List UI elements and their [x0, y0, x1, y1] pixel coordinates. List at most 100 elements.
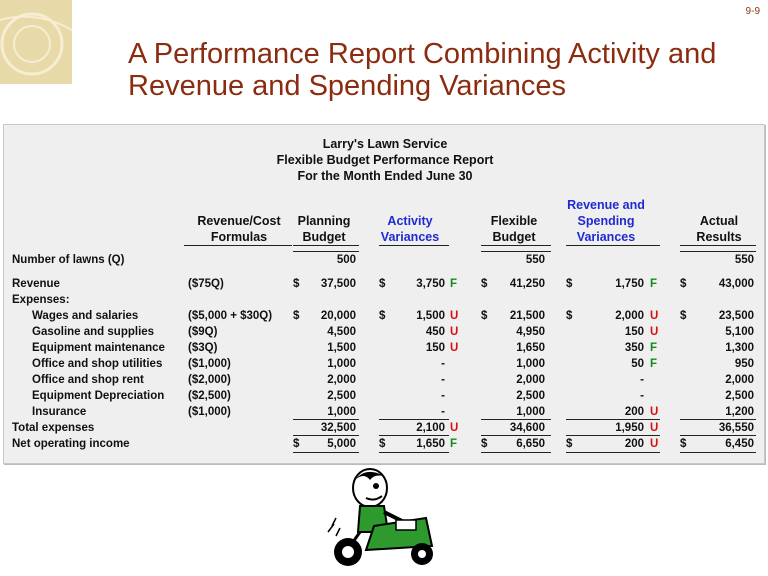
cell-actual: 1,200 — [725, 406, 754, 418]
row-formula: ($1,000) — [188, 358, 231, 370]
col-header-planning: Planning Budget — [289, 213, 359, 245]
cell-activity: - — [441, 358, 445, 370]
decorative-logo-icon — [0, 0, 72, 84]
cell-spending: 1,950 — [615, 422, 644, 434]
row-label: Expenses: — [12, 294, 70, 306]
rule-actual-double — [680, 452, 756, 453]
col-header-spending-line3: Variances — [576, 230, 636, 244]
report-name: Flexible Budget Performance Report — [276, 153, 494, 167]
rule-planning-double — [293, 452, 359, 453]
row-label: Number of lawns (Q) — [12, 254, 125, 266]
rule-spending-double — [566, 452, 660, 453]
rule-planning-top — [293, 251, 359, 252]
header-underline-formulas — [184, 245, 292, 246]
variance-flag-spending: U — [650, 326, 659, 338]
cell-spending: 1,750 — [615, 278, 644, 290]
rule-flexible-subtotal — [481, 419, 551, 420]
cell-spending: - — [640, 374, 644, 386]
cell-planning: 2,500 — [327, 390, 356, 402]
col-header-flexible-line1: Flexible — [490, 214, 538, 228]
variance-flag-spending: U — [650, 406, 659, 418]
dollar-sign-spending: $ — [566, 438, 573, 450]
dollar-sign-spending: $ — [566, 278, 573, 290]
row-formula: ($9Q) — [188, 326, 218, 338]
cell-flexible: 21,500 — [509, 310, 545, 322]
cell-planning: 1,000 — [327, 406, 356, 418]
row-label: Office and shop rent — [32, 374, 144, 386]
variance-flag-activity: U — [450, 310, 459, 322]
cell-spending: 200 — [624, 406, 644, 418]
col-header-activity-line2: Variances — [380, 230, 440, 244]
header-underline-activity — [379, 245, 449, 246]
cell-flexible: 2,500 — [516, 390, 545, 402]
cell-activity: 2,100 — [416, 422, 445, 434]
row-formula: ($1,000) — [188, 406, 231, 418]
dollar-sign-planning: $ — [293, 438, 300, 450]
cell-activity: 1,650 — [416, 438, 445, 450]
cell-actual: 36,550 — [718, 422, 754, 434]
rule-planning-total — [293, 435, 359, 436]
slide-title: A Performance Report Combining Activity … — [128, 38, 717, 102]
cell-spending: 200 — [624, 438, 644, 450]
rule-planning-subtotal — [293, 419, 359, 420]
rule-activity-total — [379, 435, 449, 436]
variance-flag-activity: U — [450, 422, 459, 434]
row-label: Insurance — [32, 406, 87, 418]
cell-planning: 32,500 — [320, 422, 356, 434]
col-header-planning-line1: Planning — [297, 214, 351, 228]
rule-flexible-total — [481, 435, 551, 436]
cell-actual: 23,500 — [718, 310, 754, 322]
row-label: Total expenses — [12, 422, 95, 434]
cell-flexible: 4,950 — [516, 326, 545, 338]
row-label: Wages and salaries — [32, 310, 139, 322]
cell-planning: 37,500 — [320, 278, 356, 290]
dollar-sign-flexible: $ — [481, 310, 488, 322]
cell-activity: 1,500 — [416, 310, 445, 322]
variance-flag-spending: F — [650, 342, 658, 354]
cell-activity: - — [441, 390, 445, 402]
dollar-sign-flexible: $ — [481, 278, 488, 290]
report-panel: Larry's Lawn Service Flexible Budget Per… — [3, 124, 765, 464]
cell-spending: 2,000 — [615, 310, 644, 322]
cell-planning: 500 — [336, 254, 356, 266]
row-formula: ($75Q) — [188, 278, 224, 290]
rule-actual-top — [680, 251, 756, 252]
col-header-spending: Revenue and Spending Variances — [556, 197, 656, 245]
cell-actual: 2,500 — [725, 390, 754, 402]
cell-actual: 5,100 — [725, 326, 754, 338]
cell-spending: 50 — [631, 358, 644, 370]
cell-activity: - — [441, 374, 445, 386]
rule-actual-subtotal — [680, 419, 756, 420]
col-header-spending-line1: Revenue and — [567, 198, 645, 212]
rule-activity-subtotal — [379, 419, 449, 420]
rule-actual-total — [680, 435, 756, 436]
col-header-spending-line2: Spending — [577, 214, 635, 228]
header-underline-planning — [293, 245, 359, 246]
variance-flag-spending: F — [650, 278, 658, 290]
variance-flag-spending: U — [650, 310, 659, 322]
dollar-sign-actual: $ — [680, 278, 687, 290]
header-underline-flexible — [481, 245, 551, 246]
col-header-flexible-line2: Budget — [492, 230, 536, 244]
cell-planning: 5,000 — [327, 438, 356, 450]
rule-flexible-double — [481, 452, 551, 453]
col-header-formulas: Revenue/Cost Formulas — [184, 213, 294, 245]
lawn-mower-cartoon-icon — [327, 468, 434, 566]
col-header-flexible: Flexible Budget — [476, 213, 552, 245]
row-label: Revenue — [12, 278, 60, 290]
rule-spending-subtotal — [566, 419, 660, 420]
cell-activity: 450 — [425, 326, 445, 338]
row-label: Gasoline and supplies — [32, 326, 155, 338]
col-header-formulas-line1: Revenue/Cost — [197, 214, 281, 228]
variance-flag-spending: F — [650, 358, 658, 370]
row-label: Equipment maintenance — [32, 342, 165, 354]
row-formula: ($2,000) — [188, 374, 231, 386]
row-formula: ($3Q) — [188, 342, 218, 354]
slide-number: 9-9 — [745, 6, 760, 17]
variance-flag-spending: U — [650, 438, 659, 450]
header-underline-actual — [680, 245, 756, 246]
cell-actual: 43,000 — [718, 278, 754, 290]
row-label: Net operating income — [12, 438, 130, 450]
row-formula: ($2,500) — [188, 390, 231, 402]
rule-spending-total — [566, 435, 660, 436]
